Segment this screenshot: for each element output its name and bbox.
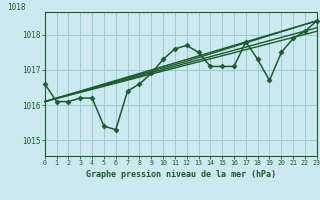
X-axis label: Graphe pression niveau de la mer (hPa): Graphe pression niveau de la mer (hPa)	[86, 170, 276, 179]
Text: 1018: 1018	[7, 3, 25, 12]
